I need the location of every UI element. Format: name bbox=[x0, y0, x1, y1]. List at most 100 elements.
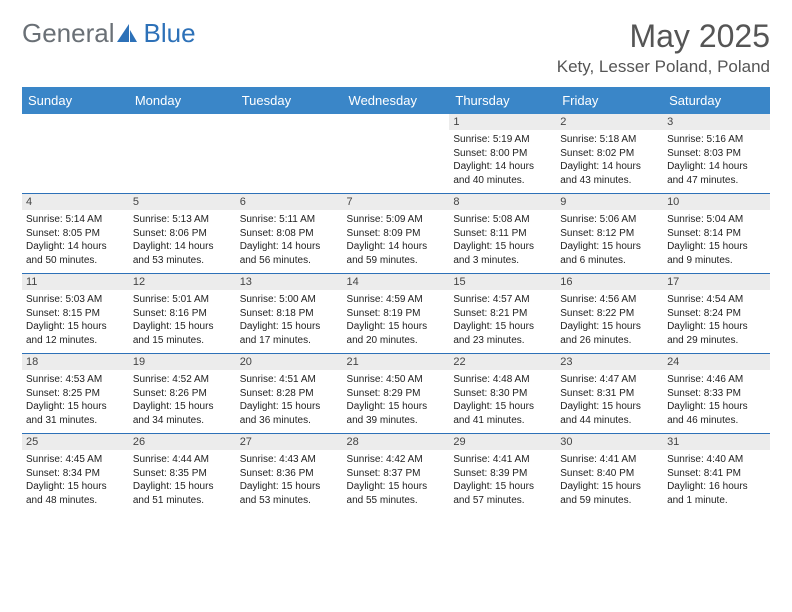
day-details: Sunrise: 5:04 AMSunset: 8:14 PMDaylight:… bbox=[667, 213, 766, 267]
sunset-line: Sunset: 8:19 PM bbox=[347, 307, 446, 321]
sunset-line: Sunset: 8:21 PM bbox=[453, 307, 552, 321]
sunset-line: Sunset: 8:05 PM bbox=[26, 227, 125, 241]
calendar-day-cell: 16Sunrise: 4:56 AMSunset: 8:22 PMDayligh… bbox=[556, 274, 663, 354]
day-number: 25 bbox=[22, 434, 129, 450]
day-details: Sunrise: 5:03 AMSunset: 8:15 PMDaylight:… bbox=[26, 293, 125, 347]
day-number: 31 bbox=[663, 434, 770, 450]
daylight-line: Daylight: 15 hours and 59 minutes. bbox=[560, 480, 659, 507]
day-details: Sunrise: 4:54 AMSunset: 8:24 PMDaylight:… bbox=[667, 293, 766, 347]
day-details: Sunrise: 5:11 AMSunset: 8:08 PMDaylight:… bbox=[240, 213, 339, 267]
day-details: Sunrise: 5:19 AMSunset: 8:00 PMDaylight:… bbox=[453, 133, 552, 187]
daylight-line: Daylight: 15 hours and 48 minutes. bbox=[26, 480, 125, 507]
day-number: 20 bbox=[236, 354, 343, 370]
calendar-day-cell: 31 Sunrise: 4:40 AMSunset: 8:41 PMDayligh… bbox=[663, 434, 770, 514]
day-number: 24 bbox=[663, 354, 770, 370]
daylight-line: Daylight: 15 hours and 39 minutes. bbox=[347, 400, 446, 427]
calendar-header-cell: Wednesday bbox=[343, 87, 450, 114]
calendar-week-row: 18 Sunrise: 4:53 AMSunset: 8:25 PMDayligh… bbox=[22, 354, 770, 434]
calendar-day-cell: 7Sunrise: 5:09 AMSunset: 8:09 PMDaylight… bbox=[343, 194, 450, 274]
sunrise-line: Sunrise: 5:01 AM bbox=[133, 293, 232, 307]
day-number: 5 bbox=[129, 194, 236, 210]
logo-text-general: General bbox=[22, 18, 115, 49]
day-number: 23 bbox=[556, 354, 663, 370]
daylight-line: Daylight: 15 hours and 6 minutes. bbox=[560, 240, 659, 267]
sunset-line: Sunset: 8:08 PM bbox=[240, 227, 339, 241]
daylight-line: Daylight: 15 hours and 29 minutes. bbox=[667, 320, 766, 347]
day-number: 6 bbox=[236, 194, 343, 210]
day-number: 15 bbox=[449, 274, 556, 290]
day-number: 10 bbox=[663, 194, 770, 210]
sunrise-line: Sunrise: 5:03 AM bbox=[26, 293, 125, 307]
sunrise-line: Sunrise: 5:09 AM bbox=[347, 213, 446, 227]
day-number: 16 bbox=[556, 274, 663, 290]
day-number: 18 bbox=[22, 354, 129, 370]
daylight-line: Daylight: 15 hours and 55 minutes. bbox=[347, 480, 446, 507]
day-details: Sunrise: 4:57 AMSunset: 8:21 PMDaylight:… bbox=[453, 293, 552, 347]
sunrise-line: Sunrise: 5:13 AM bbox=[133, 213, 232, 227]
calendar-day-cell: 8Sunrise: 5:08 AMSunset: 8:11 PMDaylight… bbox=[449, 194, 556, 274]
calendar-week-row: 25 Sunrise: 4:45 AMSunset: 8:34 PMDayligh… bbox=[22, 434, 770, 514]
sunset-line: Sunset: 8:39 PM bbox=[453, 467, 552, 481]
day-number: 30 bbox=[556, 434, 663, 450]
sunrise-line: Sunrise: 4:52 AM bbox=[133, 373, 232, 387]
day-number: 4 bbox=[22, 194, 129, 210]
day-details: Sunrise: 4:45 AMSunset: 8:34 PMDaylight:… bbox=[26, 453, 125, 507]
sunrise-line: Sunrise: 5:08 AM bbox=[453, 213, 552, 227]
day-details: Sunrise: 4:41 AMSunset: 8:39 PMDaylight:… bbox=[453, 453, 552, 507]
day-number: 26 bbox=[129, 434, 236, 450]
sunset-line: Sunset: 8:15 PM bbox=[26, 307, 125, 321]
day-details: Sunrise: 4:53 AMSunset: 8:25 PMDaylight:… bbox=[26, 373, 125, 427]
daylight-line: Daylight: 14 hours and 50 minutes. bbox=[26, 240, 125, 267]
calendar-header-cell: Friday bbox=[556, 87, 663, 114]
day-details: Sunrise: 5:14 AMSunset: 8:05 PMDaylight:… bbox=[26, 213, 125, 267]
daylight-line: Daylight: 15 hours and 12 minutes. bbox=[26, 320, 125, 347]
sunset-line: Sunset: 8:16 PM bbox=[133, 307, 232, 321]
daylight-line: Daylight: 15 hours and 17 minutes. bbox=[240, 320, 339, 347]
sunrise-line: Sunrise: 4:53 AM bbox=[26, 373, 125, 387]
sunset-line: Sunset: 8:29 PM bbox=[347, 387, 446, 401]
day-details: Sunrise: 5:13 AMSunset: 8:06 PMDaylight:… bbox=[133, 213, 232, 267]
day-details: Sunrise: 5:06 AMSunset: 8:12 PMDaylight:… bbox=[560, 213, 659, 267]
daylight-line: Daylight: 16 hours and 1 minute. bbox=[667, 480, 766, 507]
calendar-day-cell: 28Sunrise: 4:42 AMSunset: 8:37 PMDayligh… bbox=[343, 434, 450, 514]
sunset-line: Sunset: 8:02 PM bbox=[560, 147, 659, 161]
day-number: 9 bbox=[556, 194, 663, 210]
sunset-line: Sunset: 8:26 PM bbox=[133, 387, 232, 401]
calendar-day-cell bbox=[343, 114, 450, 194]
calendar-day-cell: 26 Sunrise: 4:44 AMSunset: 8:35 PMDayligh… bbox=[129, 434, 236, 514]
calendar-day-cell: 23 Sunrise: 4:47 AMSunset: 8:31 PMDayligh… bbox=[556, 354, 663, 434]
calendar-day-cell: 15 Sunrise: 4:57 AMSunset: 8:21 PMDayligh… bbox=[449, 274, 556, 354]
sunset-line: Sunset: 8:22 PM bbox=[560, 307, 659, 321]
daylight-line: Daylight: 15 hours and 41 minutes. bbox=[453, 400, 552, 427]
calendar-header-cell: Thursday bbox=[449, 87, 556, 114]
sunset-line: Sunset: 8:28 PM bbox=[240, 387, 339, 401]
sunset-line: Sunset: 8:35 PM bbox=[133, 467, 232, 481]
day-details: Sunrise: 4:50 AMSunset: 8:29 PMDaylight:… bbox=[347, 373, 446, 427]
sunset-line: Sunset: 8:24 PM bbox=[667, 307, 766, 321]
calendar-day-cell: 29Sunrise: 4:41 AMSunset: 8:39 PMDayligh… bbox=[449, 434, 556, 514]
calendar-week-row: 11Sunrise: 5:03 AMSunset: 8:15 PMDayligh… bbox=[22, 274, 770, 354]
day-details: Sunrise: 5:18 AMSunset: 8:02 PMDaylight:… bbox=[560, 133, 659, 187]
calendar-day-cell: 24 Sunrise: 4:46 AMSunset: 8:33 PMDayligh… bbox=[663, 354, 770, 434]
day-details: Sunrise: 4:47 AMSunset: 8:31 PMDaylight:… bbox=[560, 373, 659, 427]
sunrise-line: Sunrise: 4:43 AM bbox=[240, 453, 339, 467]
day-details: Sunrise: 4:46 AMSunset: 8:33 PMDaylight:… bbox=[667, 373, 766, 427]
sunrise-line: Sunrise: 4:42 AM bbox=[347, 453, 446, 467]
sunrise-line: Sunrise: 5:06 AM bbox=[560, 213, 659, 227]
calendar-day-cell: 4 Sunrise: 5:14 AMSunset: 8:05 PMDaylight… bbox=[22, 194, 129, 274]
day-number: 12 bbox=[129, 274, 236, 290]
day-details: Sunrise: 4:44 AMSunset: 8:35 PMDaylight:… bbox=[133, 453, 232, 507]
sunrise-line: Sunrise: 4:41 AM bbox=[560, 453, 659, 467]
calendar-day-cell: 22Sunrise: 4:48 AMSunset: 8:30 PMDayligh… bbox=[449, 354, 556, 434]
day-details: Sunrise: 5:00 AMSunset: 8:18 PMDaylight:… bbox=[240, 293, 339, 347]
daylight-line: Daylight: 15 hours and 9 minutes. bbox=[667, 240, 766, 267]
calendar-day-cell: 2Sunrise: 5:18 AMSunset: 8:02 PMDaylight… bbox=[556, 114, 663, 194]
sunrise-line: Sunrise: 4:48 AM bbox=[453, 373, 552, 387]
day-number: 11 bbox=[22, 274, 129, 290]
day-details: Sunrise: 4:40 AMSunset: 8:41 PMDaylight:… bbox=[667, 453, 766, 507]
day-number: 3 bbox=[663, 114, 770, 130]
sunrise-line: Sunrise: 4:56 AM bbox=[560, 293, 659, 307]
sunrise-line: Sunrise: 4:57 AM bbox=[453, 293, 552, 307]
daylight-line: Daylight: 14 hours and 53 minutes. bbox=[133, 240, 232, 267]
sunrise-line: Sunrise: 4:54 AM bbox=[667, 293, 766, 307]
